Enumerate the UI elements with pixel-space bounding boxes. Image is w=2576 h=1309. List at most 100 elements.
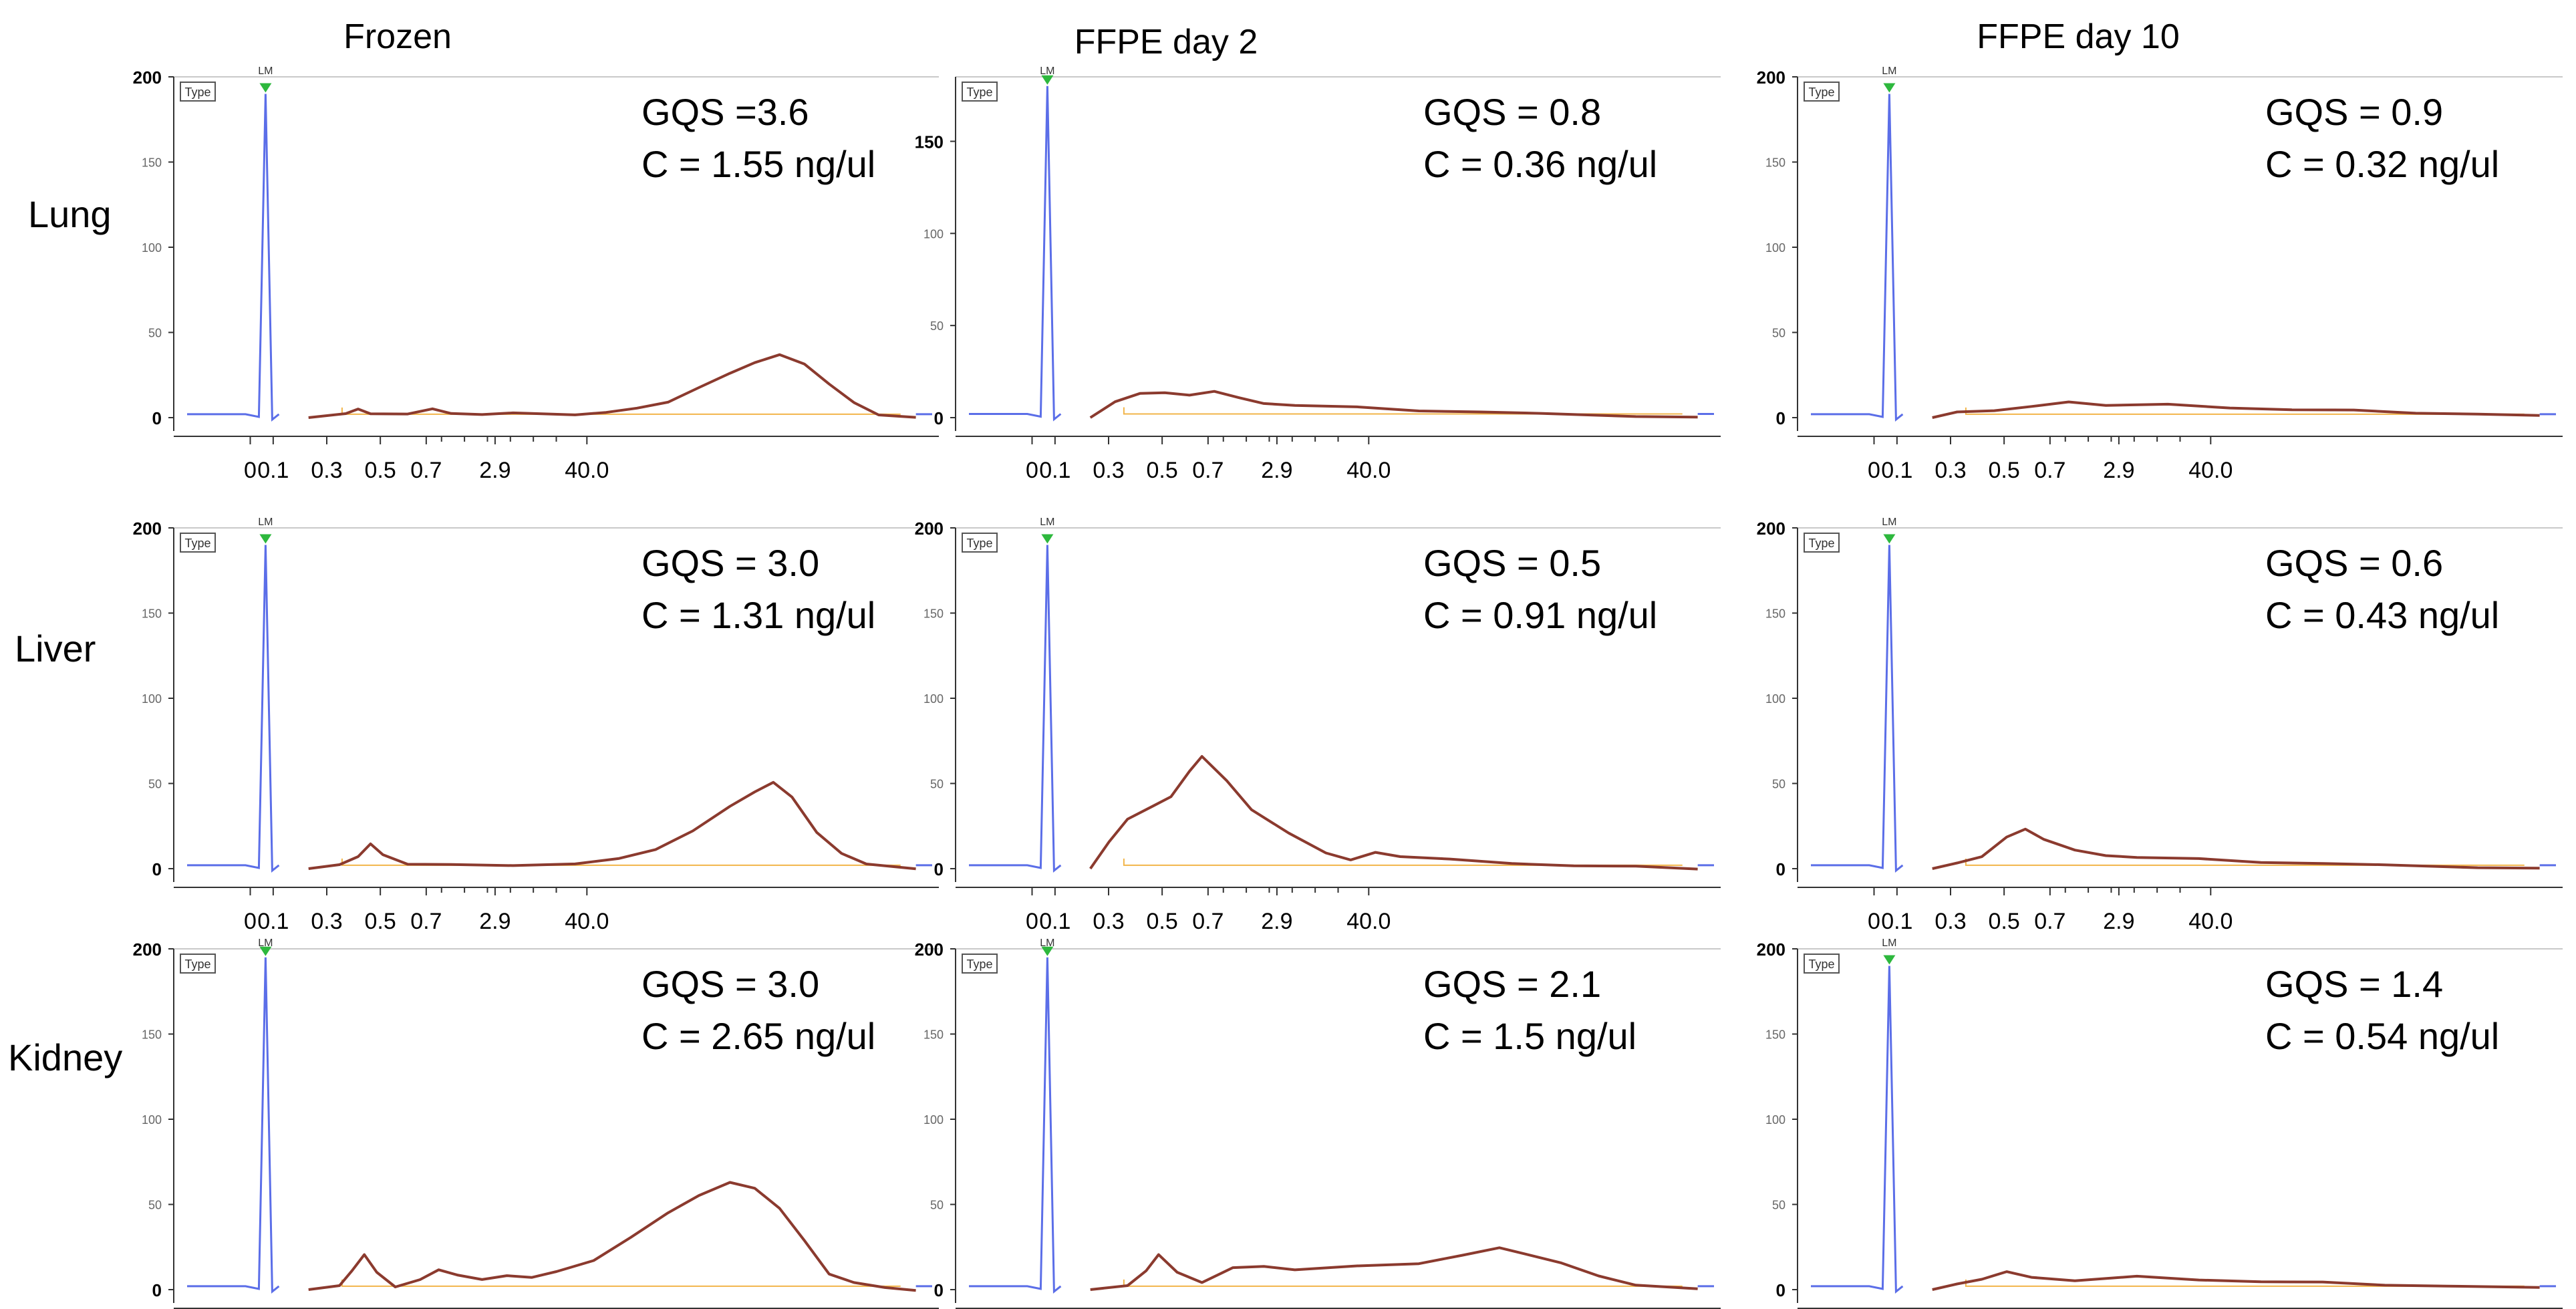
x-tick-label: 0.3 (1935, 458, 1966, 483)
x-tick-label: 0.7 (1192, 458, 1224, 483)
sample-trace (1090, 1246, 1698, 1291)
smear-baseline (1123, 858, 1683, 866)
x-tick-label: 0 (1868, 458, 1880, 483)
concentration-annotation: C = 1.55 ng/ul (641, 143, 875, 185)
gqs-annotation: GQS = 3.0 (641, 963, 819, 1005)
y-tick-label: 0 (152, 859, 162, 879)
marker-label: LM (258, 65, 273, 77)
concentration-annotation: C = 0.32 ng/ul (2265, 143, 2499, 185)
x-tick-label: 0 (244, 909, 257, 934)
y-tick-label: 0 (1776, 859, 1785, 879)
x-tick-label: 0.1 (1039, 909, 1070, 934)
y-tick-label: 200 (133, 939, 162, 960)
x-tick-label: 0.7 (2034, 458, 2065, 483)
gqs-annotation: GQS = 0.6 (2265, 542, 2443, 584)
column-title-ffpe-day-2: FFPE day 2 (1075, 23, 1258, 61)
y-tick-label: 150 (1765, 607, 1785, 621)
type-box (1804, 533, 1840, 553)
y-tick-label: 0 (934, 859, 944, 879)
y-tick-label: 150 (923, 1028, 944, 1042)
gqs-annotation: GQS = 0.9 (2265, 91, 2443, 133)
x-tick-label: 40.0 (1346, 909, 1391, 934)
gqs-annotation: GQS =3.6 (641, 91, 809, 133)
x-tick-label: 0.5 (365, 909, 396, 934)
concentration-annotation: C = 1.5 ng/ul (1423, 1015, 1636, 1057)
x-tick-label: 0.7 (1192, 909, 1224, 934)
marker-arrow (1041, 534, 1054, 544)
type-box (180, 533, 216, 553)
y-tick-label: 200 (1757, 519, 1785, 539)
y-tick-label: 150 (142, 1028, 162, 1042)
y-tick-label: 0 (1776, 1280, 1785, 1300)
smear-baseline (341, 1279, 901, 1287)
x-tick-label: 0.1 (257, 909, 289, 934)
type-box (180, 82, 216, 102)
y-tick-label: 200 (1757, 939, 1785, 960)
x-tick-label: 2.9 (479, 909, 511, 934)
marker-arrow (1041, 946, 1054, 956)
y-tick-label: 200 (133, 519, 162, 539)
type-box-label: Type (966, 537, 992, 550)
sample-trace (308, 1181, 916, 1292)
marker-label: LM (258, 517, 273, 528)
x-tick-label: 0.3 (1935, 909, 1966, 934)
y-tick-label: 150 (915, 132, 944, 152)
type-box (962, 82, 998, 102)
x-tick-label: 2.9 (1261, 909, 1292, 934)
gqs-annotation: GQS = 0.8 (1423, 91, 1601, 133)
sample-trace (1932, 827, 2540, 870)
x-tick-label: 0.7 (410, 909, 442, 934)
x-tick-label: 0.3 (1093, 909, 1124, 934)
sample-trace (1089, 390, 1698, 419)
y-tick-label: 100 (1765, 1113, 1785, 1127)
x-tick-label: 40.0 (1346, 458, 1391, 483)
y-tick-label: 150 (142, 607, 162, 621)
type-box (1804, 82, 1840, 102)
x-tick-label: 0 (244, 458, 257, 483)
type-box (962, 533, 998, 553)
y-tick-label: 0 (1776, 408, 1785, 428)
marker-arrow (259, 534, 272, 544)
marker-label: LM (1882, 517, 1896, 528)
marker-arrow (259, 946, 272, 956)
marker-label: LM (1882, 65, 1896, 77)
type-box (1804, 954, 1840, 974)
type-box-label: Type (966, 958, 992, 971)
x-tick-label: 0.5 (1147, 458, 1178, 483)
lower-marker-peak (969, 957, 1062, 1294)
concentration-annotation: C = 0.43 ng/ul (2265, 594, 2499, 636)
x-tick-label: 0.5 (365, 458, 396, 483)
x-tick-label: 2.9 (1261, 458, 1292, 483)
concentration-annotation: C = 0.54 ng/ul (2265, 1015, 2499, 1057)
y-tick-label: 150 (1765, 1028, 1785, 1042)
type-box-label: Type (184, 86, 210, 99)
sample-trace (308, 353, 916, 419)
y-tick-label: 0 (152, 408, 162, 428)
y-tick-label: 0 (152, 1280, 162, 1300)
y-tick-label: 100 (142, 241, 162, 255)
y-tick-label: 0 (934, 408, 944, 428)
smear-baseline (1123, 407, 1683, 415)
y-tick-label: 50 (148, 778, 162, 791)
y-tick-label: 100 (923, 692, 944, 706)
lower-marker-peak (1811, 545, 1904, 873)
x-tick-label: 0 (1868, 909, 1880, 934)
type-box (180, 954, 216, 974)
lower-marker-peak (969, 86, 1062, 422)
marker-arrow (1041, 75, 1054, 85)
type-box (962, 954, 998, 974)
y-tick-label: 0 (934, 1280, 944, 1300)
sample-trace (1932, 1270, 2540, 1291)
type-box-label: Type (184, 537, 210, 550)
y-tick-label: 200 (915, 519, 944, 539)
type-box-label: Type (1808, 958, 1834, 971)
concentration-annotation: C = 2.65 ng/ul (641, 1015, 875, 1057)
y-tick-label: 100 (923, 227, 944, 241)
lower-marker-peak (187, 957, 280, 1294)
column-title-frozen: Frozen (343, 17, 452, 56)
